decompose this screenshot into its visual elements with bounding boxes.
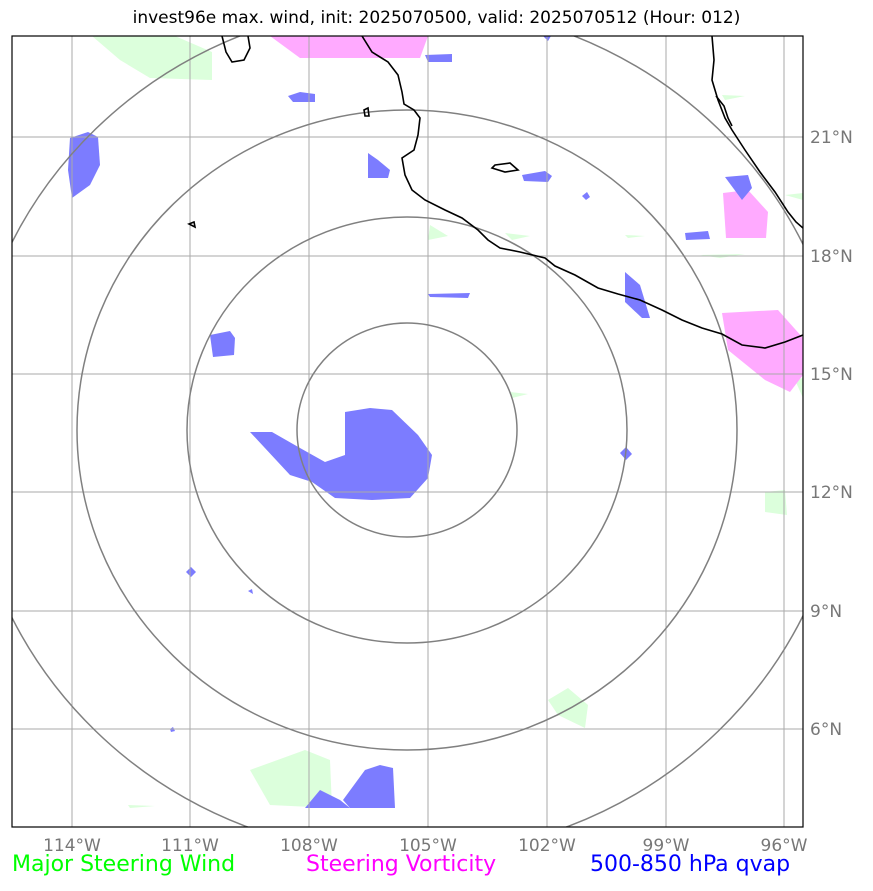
lon-label: 96°W bbox=[761, 836, 808, 856]
steering-wind-areas bbox=[92, 36, 803, 808]
graticule bbox=[12, 36, 803, 827]
lat-label: 15°N bbox=[810, 365, 853, 385]
latitude-labels: 21°N 18°N 15°N 12°N 9°N 6°N bbox=[810, 128, 853, 740]
lat-label: 9°N bbox=[810, 602, 842, 622]
legend-qvap: 500-850 hPa qvap bbox=[590, 852, 791, 877]
qvap-areas bbox=[68, 36, 752, 808]
range-ring-1 bbox=[296, 322, 518, 538]
lat-label: 12°N bbox=[810, 483, 853, 503]
lat-label: 21°N bbox=[810, 128, 853, 148]
legend-steering-vorticity: Steering Vorticity bbox=[306, 852, 497, 877]
lon-label: 108°W bbox=[280, 836, 338, 856]
lon-label: 111°W bbox=[161, 836, 219, 856]
plot-frame bbox=[11, 35, 804, 828]
lon-label: 102°W bbox=[518, 836, 576, 856]
lon-label: 105°W bbox=[399, 836, 457, 856]
lon-label: 99°W bbox=[643, 836, 690, 856]
longitude-labels: 114°W 111°W 108°W 105°W 102°W 99°W 96°W bbox=[43, 836, 808, 856]
lat-label: 6°N bbox=[810, 720, 842, 740]
range-rings bbox=[12, 36, 803, 827]
range-ring-2 bbox=[186, 216, 628, 644]
lon-label: 114°W bbox=[43, 836, 101, 856]
map-title: invest96e max. wind, init: 2025070500, v… bbox=[132, 8, 741, 28]
coastline bbox=[187, 36, 803, 349]
legend-steering-wind: Major Steering Wind bbox=[12, 852, 236, 877]
range-ring-4 bbox=[12, 36, 803, 827]
lat-label: 18°N bbox=[810, 247, 853, 267]
range-ring-3 bbox=[76, 109, 738, 751]
